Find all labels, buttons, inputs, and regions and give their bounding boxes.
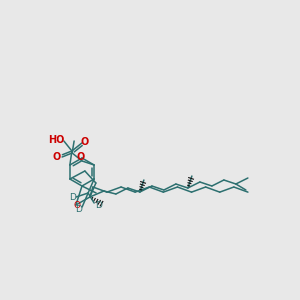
Text: O: O bbox=[77, 152, 85, 162]
Text: O: O bbox=[81, 137, 89, 147]
Text: O: O bbox=[74, 202, 80, 211]
Text: O: O bbox=[53, 152, 61, 162]
Text: D: D bbox=[95, 200, 102, 209]
Text: D: D bbox=[69, 194, 76, 202]
Text: D: D bbox=[75, 205, 82, 214]
Text: HO: HO bbox=[48, 135, 64, 145]
